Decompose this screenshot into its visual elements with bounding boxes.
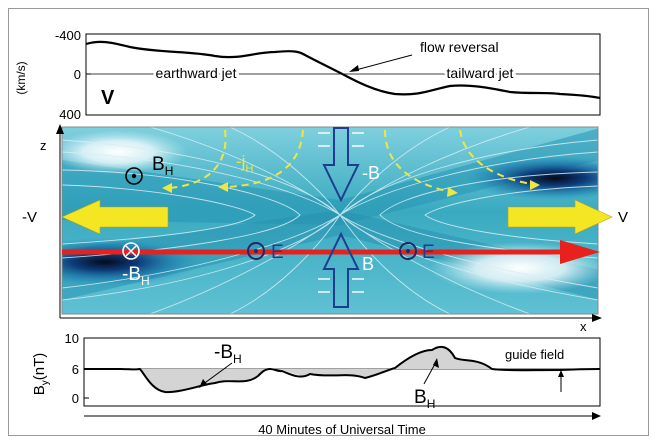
- white-region-upper-left: [62, 130, 188, 174]
- hall-current-arrowhead-1: [162, 183, 172, 193]
- bh-out-of-plane-symbol: [125, 167, 143, 185]
- neg-bh-bottom-label: -BH: [214, 342, 242, 366]
- hall-current-arrowhead-2: [218, 182, 228, 192]
- figure-frame: [8, 8, 649, 436]
- bh-label: BH: [152, 154, 173, 178]
- neg-v-label: -V: [22, 209, 37, 226]
- e-label-left: E: [271, 242, 284, 263]
- neg-bh-label: -BH: [122, 264, 150, 288]
- b-label: B: [362, 254, 374, 274]
- by-tick-0: 0: [72, 391, 79, 406]
- hall-current-arrowhead-3: [447, 187, 458, 197]
- neg-jh-label: -jH: [236, 152, 253, 175]
- neg-b-label: -B: [362, 163, 380, 183]
- hall-current-arrowhead-4: [530, 180, 540, 190]
- time-axis-label: 40 Minutes of Universal Time: [258, 422, 426, 437]
- flow-arrow-right: [507, 199, 613, 235]
- time-axis-arrowhead: [592, 412, 601, 420]
- guide-field-pointer-head: [558, 370, 564, 377]
- guide-field-panel: 10 6 0 By(nT) -BH BH guide field 40 Minu…: [31, 331, 601, 437]
- flow-reversal-arrowhead: [349, 65, 359, 72]
- velocity-curve: [85, 40, 601, 100]
- x-axis-arrowhead: [592, 314, 602, 322]
- b-arrow: [322, 231, 360, 308]
- by-tick-6: 6: [72, 362, 79, 377]
- dark-region-lower-left: [62, 238, 200, 286]
- by-tick-10: 10: [65, 331, 79, 346]
- neg-bh-pointer-head: [199, 379, 207, 388]
- by-axis-label: By(nT): [31, 353, 51, 396]
- bh-bottom-label: BH: [414, 387, 435, 411]
- guide-field-panel-box: [83, 337, 601, 407]
- tailward-jet-label: tailward jet: [447, 65, 514, 81]
- x-axis-label: x: [580, 319, 587, 334]
- neg-bh-shading-2: [280, 369, 392, 378]
- magnetic-field-lines: [62, 127, 598, 314]
- neg-b-arrow: [322, 127, 360, 203]
- by-curve: [84, 345, 601, 394]
- earthward-jet-label: earthward jet: [156, 65, 237, 81]
- small-white-arrows: [318, 132, 364, 293]
- dark-region-upper-right: [465, 156, 598, 200]
- separatrix-band-lower: [62, 210, 598, 300]
- v-label-right: V: [618, 209, 628, 226]
- z-axis-arrowhead: [56, 124, 64, 134]
- e-label-right: E: [422, 242, 435, 263]
- z-axis-label: z: [40, 138, 47, 153]
- hall-current-loops: [167, 129, 533, 193]
- bh-dot: [131, 173, 137, 179]
- cross-stroke-2: [125, 245, 137, 257]
- bh-pointer-head: [433, 358, 439, 368]
- velocity-axis-label: (km/s): [14, 61, 28, 94]
- y-tick-400: 400: [59, 107, 81, 122]
- neg-bh-into-plane-symbol: [122, 242, 140, 260]
- e-dot-right: [406, 249, 410, 253]
- flow-arrow-left: [61, 199, 169, 235]
- e-dot-left: [254, 249, 258, 253]
- flow-reversal-label: flow reversal: [420, 39, 499, 55]
- v-label: V: [101, 87, 115, 109]
- neg-bh-pointer: [201, 362, 233, 386]
- bh-pointer: [423, 361, 437, 385]
- pos-bh-shading: [395, 346, 492, 369]
- y-tick-neg400: -400: [55, 28, 81, 43]
- e-symbol-left: [247, 242, 265, 260]
- e-symbol-right: [399, 242, 417, 260]
- y-tick-0: 0: [74, 67, 81, 82]
- flow-reversal-pointer: [351, 54, 413, 72]
- velocity-panel: -400 0 400 (km/s) V earthward jet tailwa…: [14, 28, 601, 122]
- electric-field-arrowhead: [560, 240, 600, 264]
- guide-field-label: guide field: [505, 347, 564, 362]
- separatrix-band-upper: [62, 128, 598, 225]
- reconnection-panel: z x -jH -V V -B: [22, 124, 628, 334]
